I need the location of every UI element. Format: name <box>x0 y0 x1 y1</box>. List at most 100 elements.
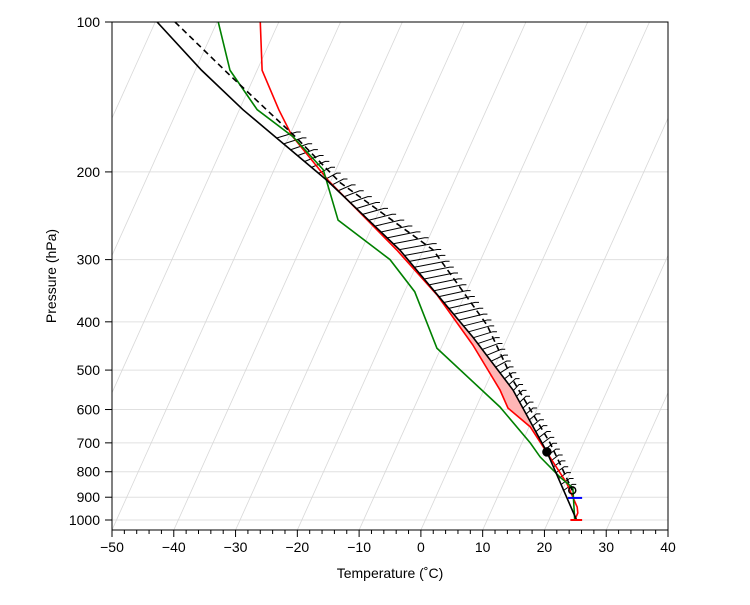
x-tick-label: −30 <box>224 539 248 555</box>
hatch-mark <box>550 454 563 462</box>
hatch-mark <box>290 143 313 151</box>
hatch-mark <box>486 348 506 356</box>
x-tick-label: 40 <box>660 539 676 555</box>
x-tick-label: 0 <box>417 539 425 555</box>
y-axis-label: Pressure (hPa) <box>43 229 59 323</box>
isotherm <box>730 22 750 530</box>
hatch-mark <box>463 319 492 327</box>
y-tick-label: 100 <box>77 14 101 30</box>
hatch-mark <box>283 137 307 145</box>
hatch-mark <box>532 419 544 427</box>
shaded-regions <box>276 131 577 491</box>
isotherm <box>358 22 589 530</box>
x-tick-label: 20 <box>537 539 553 555</box>
lcl-marker <box>542 447 552 457</box>
hatch-mark <box>453 307 484 315</box>
hatch-mark <box>443 295 475 303</box>
hatch-mark <box>276 131 301 139</box>
plot-frame <box>111 21 669 531</box>
hatch-mark <box>545 442 558 450</box>
x-tick-label: −50 <box>100 539 124 555</box>
hatch-mark <box>473 331 497 339</box>
hatch-mark <box>362 207 389 215</box>
parcel-line <box>156 22 578 521</box>
isotherm <box>112 22 341 530</box>
hatch-mark <box>414 260 450 268</box>
x-tick-label: 10 <box>475 539 491 555</box>
isotherm <box>605 391 668 530</box>
hatch-mark <box>522 401 534 409</box>
hatch-mark <box>350 196 372 204</box>
hatch-mark <box>519 395 530 403</box>
hatch-mark <box>538 431 551 438</box>
x-tick-label: −20 <box>285 539 309 555</box>
hatch-mark <box>512 384 524 391</box>
isotherm <box>112 22 280 394</box>
isotherm <box>0 22 32 530</box>
y-tick-label: 700 <box>77 435 101 451</box>
hatch-mark <box>424 272 458 280</box>
parcel-start-marker <box>567 486 577 495</box>
isotherm <box>482 117 668 530</box>
markers <box>542 447 583 521</box>
isotherm <box>544 254 668 530</box>
hatch-mark <box>529 413 541 421</box>
hatch-mark <box>409 254 446 262</box>
x-tick-label: 30 <box>598 539 614 555</box>
hatch-mark <box>331 178 348 186</box>
hatch-mark <box>525 407 537 415</box>
isotherm <box>296 22 527 530</box>
y-tick-label: 800 <box>77 464 101 480</box>
hatch-mark <box>387 231 421 239</box>
hatch-mark <box>343 190 364 198</box>
hatch-mark <box>404 248 442 256</box>
isotherm <box>173 22 403 530</box>
dewpoint-line <box>217 22 576 521</box>
hatch-mark <box>541 436 555 444</box>
isotherm <box>235 22 465 530</box>
hatch-mark <box>374 219 405 227</box>
hatch-mark <box>325 172 341 180</box>
hatch-mark <box>380 225 413 233</box>
hatch-mark <box>438 290 471 298</box>
hatch-mark <box>393 237 429 245</box>
hatch-mark <box>428 278 463 286</box>
isotherm <box>667 529 668 530</box>
hatch-mark <box>318 166 336 174</box>
virtual-parcel-line <box>174 22 573 491</box>
hatch-mark <box>356 202 380 209</box>
hatch-mark <box>433 284 467 292</box>
hatch-mark <box>553 460 566 468</box>
hatch-mark <box>482 342 503 350</box>
isotherm <box>112 22 218 257</box>
hatch-mark <box>419 266 454 274</box>
series-lines <box>156 22 579 521</box>
hatch-mark <box>558 472 571 480</box>
y-tick-label: 600 <box>77 402 101 418</box>
hatch-mark <box>448 301 480 309</box>
hatch-mark <box>477 337 500 345</box>
axes: −50 −40 −30 −20 −10 0 10 20 30 40 100 200 300 400 500 6… <box>69 14 676 555</box>
hatch-mark <box>495 360 511 368</box>
hatch-mark <box>458 313 488 321</box>
hatch-mark <box>499 366 514 374</box>
hatch-mark <box>468 325 495 333</box>
temperature-line <box>259 22 579 521</box>
x-axis-label: Temperature (˚C) <box>337 565 444 581</box>
hatch-mark <box>368 213 397 221</box>
hatch-mark <box>490 354 508 362</box>
x-tick-label: −40 <box>162 539 186 555</box>
hatch-mark <box>516 389 527 397</box>
y-tick-label: 900 <box>77 489 101 505</box>
x-tick-label: −10 <box>347 539 371 555</box>
y-tick-label: 400 <box>77 314 101 330</box>
y-tick-label: 500 <box>77 362 101 378</box>
y-tick-label: 200 <box>77 164 101 180</box>
hatch-mark <box>563 483 577 491</box>
hatch-mark <box>337 184 356 192</box>
hatch-mark <box>304 155 324 162</box>
y-tick-label: 300 <box>77 252 101 268</box>
y-tick-label: 1000 <box>69 512 100 528</box>
isotherm <box>420 22 650 530</box>
